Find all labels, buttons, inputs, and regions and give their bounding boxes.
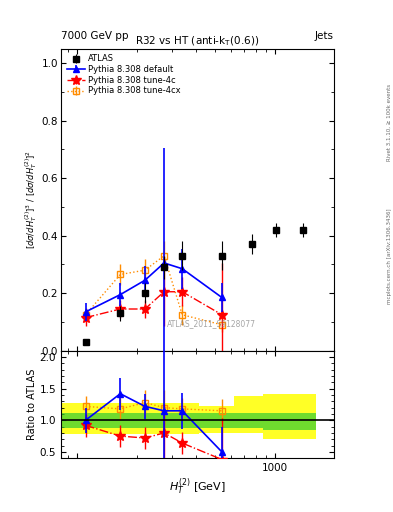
Legend: ATLAS, Pythia 8.308 default, Pythia 8.308 tune-4c, Pythia 8.308 tune-4cx: ATLAS, Pythia 8.308 default, Pythia 8.30… <box>65 53 183 97</box>
Text: Rivet 3.1.10, ≥ 100k events: Rivet 3.1.10, ≥ 100k events <box>387 84 392 161</box>
Text: 7000 GeV pp: 7000 GeV pp <box>61 31 129 41</box>
X-axis label: $H_T^{(2)}$ [GeV]: $H_T^{(2)}$ [GeV] <box>169 476 226 497</box>
Y-axis label: Ratio to ATLAS: Ratio to ATLAS <box>27 369 37 440</box>
Text: Jets: Jets <box>315 31 334 41</box>
Text: ATLAS_2011_S9128077: ATLAS_2011_S9128077 <box>167 319 255 329</box>
Title: R32 vs HT (anti-k$_\mathrm{T}$(0.6)): R32 vs HT (anti-k$_\mathrm{T}$(0.6)) <box>135 35 260 48</box>
Text: mcplots.cern.ch [arXiv:1306.3436]: mcplots.cern.ch [arXiv:1306.3436] <box>387 208 392 304</box>
Y-axis label: $[d\sigma/dH_T^{(2)}]^3$ / $[d\sigma/dH_T^{(2)}]^2$: $[d\sigma/dH_T^{(2)}]^3$ / $[d\sigma/dH_… <box>23 150 39 249</box>
